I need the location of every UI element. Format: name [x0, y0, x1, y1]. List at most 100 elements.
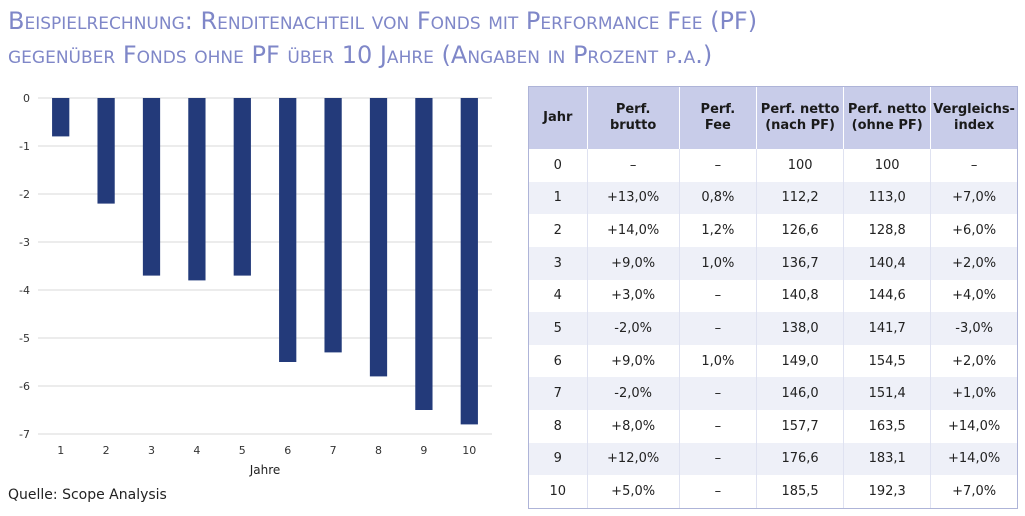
data-table: Jahr Perf. brutto Perf. Fee Perf. netto (nach …	[529, 87, 1017, 508]
table-row: 3 +9,0% 1,0% 136,7 140,4 +2,0%	[529, 246, 1017, 280]
table-cell: +2,0%	[930, 246, 1017, 280]
table-row: 5 -2,0% –138,0 141,7 -3,0%	[529, 312, 1017, 345]
table-cell: 1	[529, 181, 588, 215]
bar	[324, 98, 342, 353]
table-cell: 1,0%	[678, 246, 757, 280]
table-cell: -2,0%	[586, 312, 680, 345]
table-cell: +9,0%	[586, 246, 680, 280]
header-line: Perf.	[615, 102, 651, 117]
table-cell: 9	[529, 442, 588, 476]
header-line: (ohne PF)	[851, 118, 923, 133]
table-cell: +12,0%	[586, 442, 680, 476]
table-cell: –	[678, 149, 757, 182]
table-header-cell: Vergleichs-index	[930, 87, 1017, 149]
table-cell: 185,5	[756, 475, 844, 508]
bar	[369, 98, 388, 377]
table-cell: 6	[553, 353, 562, 369]
table-cell: 113,0	[843, 181, 931, 215]
table-cell: –	[678, 279, 757, 313]
x-tick-label: 2	[103, 444, 110, 457]
header-line: Perf. netto	[847, 102, 927, 117]
x-tick-label: 7	[330, 444, 337, 457]
bar	[415, 98, 433, 410]
table-header-cell: Perf. netto (nach PF)	[756, 87, 844, 149]
table-cell: 163,5	[843, 410, 931, 443]
bar	[52, 98, 70, 137]
table-cell: –	[586, 149, 680, 182]
table-cell: 0,8%	[678, 181, 757, 215]
y-tick-label: -6	[19, 380, 30, 393]
table-row: 7 -2,0% –146,0 151,4 +1,0%	[529, 377, 1017, 410]
table-row: 0– –100 100–	[529, 149, 1017, 182]
header-line: (nach PF)	[765, 118, 835, 133]
header-line: Perf. netto	[760, 102, 840, 117]
header-line: brutto	[609, 118, 657, 133]
table-cell: +7,0%	[930, 181, 1017, 215]
table-cell: 144,6	[843, 279, 931, 313]
table-cell: 149,0	[756, 344, 844, 378]
table-cell: +4,0%	[930, 279, 1017, 313]
table-cell: +13,0%	[586, 181, 680, 215]
y-tick-label: -1	[19, 140, 30, 153]
table-cell: 100	[756, 149, 844, 182]
source-note: Quelle: Scope Analysis	[8, 487, 167, 503]
table-cell: +14,0%	[586, 214, 680, 247]
table-cell: 140,8	[756, 279, 844, 313]
x-axis-label: Jahre	[249, 463, 281, 477]
table-cell: 7	[529, 377, 588, 410]
table-cell: 128,8	[843, 214, 931, 247]
table-cell: 140,4	[843, 246, 931, 280]
table-row: 6 +9,0% 1,0% 149,0 154,5 +2,0%	[529, 344, 1017, 378]
table-cell: +5,0%	[586, 475, 680, 508]
table-cell: +14,0%	[930, 442, 1017, 476]
bar	[142, 98, 161, 276]
table-cell: 2	[553, 223, 562, 239]
x-tick-label: 3	[148, 444, 155, 457]
table-cell: –	[678, 475, 757, 508]
table-cell: –	[678, 312, 757, 345]
x-tick-label: 4	[193, 444, 200, 457]
y-tick-label: -5	[19, 332, 30, 345]
table-cell: +9,0%	[586, 344, 680, 378]
table-cell: 176,6	[756, 442, 844, 476]
table-row: 2 +14,0% 1,2% 126,6 128,8 +6,0%	[529, 214, 1017, 247]
table-cell: +14,0%	[930, 410, 1017, 443]
table-cell: 183,1	[843, 442, 931, 476]
table-cell: –	[930, 149, 1017, 182]
y-tick-label: 0	[23, 92, 30, 105]
title-line-1: Beispielrechnung: Renditenachteil von Fo…	[8, 7, 758, 35]
table-header-cell: Perf. netto (ohne PF)	[843, 87, 931, 149]
table-cell: –	[678, 410, 757, 443]
y-tick-label: -2	[19, 188, 30, 201]
table-cell: 136,7	[756, 246, 844, 280]
header-line: Jahr	[543, 110, 573, 125]
table-cell: 146,0	[756, 377, 844, 410]
chart-title: Beispielrechnung: Renditenachteil von Fo…	[8, 4, 1018, 72]
table-cell: 154,5	[843, 344, 931, 378]
title-line-2: gegenüber Fonds ohne PF über 10 Jahre (A…	[8, 41, 713, 69]
x-tick-label: 10	[462, 444, 476, 457]
table-cell: 1,2%	[678, 214, 757, 247]
bar	[279, 98, 297, 362]
table-row: 1 +13,0% 0,8% 112,2 113,0 +7,0%	[529, 181, 1017, 215]
table-cell: –	[678, 442, 757, 476]
header-line: Fee	[704, 118, 731, 133]
data-table-container: Jahr Perf. brutto Perf. Fee Perf. netto (nach …	[528, 86, 1018, 509]
y-tick-label: -4	[19, 284, 30, 297]
table-cell: 100	[843, 149, 931, 182]
table-cell: 138,0	[756, 312, 844, 345]
bar	[460, 98, 478, 425]
header-line: Vergleichs-	[933, 102, 1015, 117]
bar-chart: 0 -1 -2 -3 -4 -5 -6 -7 1 2 3 4 5 6 7 8 9 10 Jahre	[19, 92, 492, 477]
table-cell: +6,0%	[930, 214, 1017, 247]
bar	[188, 98, 206, 281]
table-cell: 4	[553, 288, 562, 304]
header-line: index	[954, 118, 995, 133]
x-tick-label: 1	[57, 444, 64, 457]
table-cell: 8	[553, 418, 562, 434]
x-tick-label: 5	[239, 444, 246, 457]
table-cell: 10	[549, 484, 567, 500]
bar	[97, 98, 115, 204]
y-tick-label: -3	[19, 236, 30, 249]
table-row: 4 +3,0% –140,8 144,6 +4,0%	[529, 279, 1017, 313]
